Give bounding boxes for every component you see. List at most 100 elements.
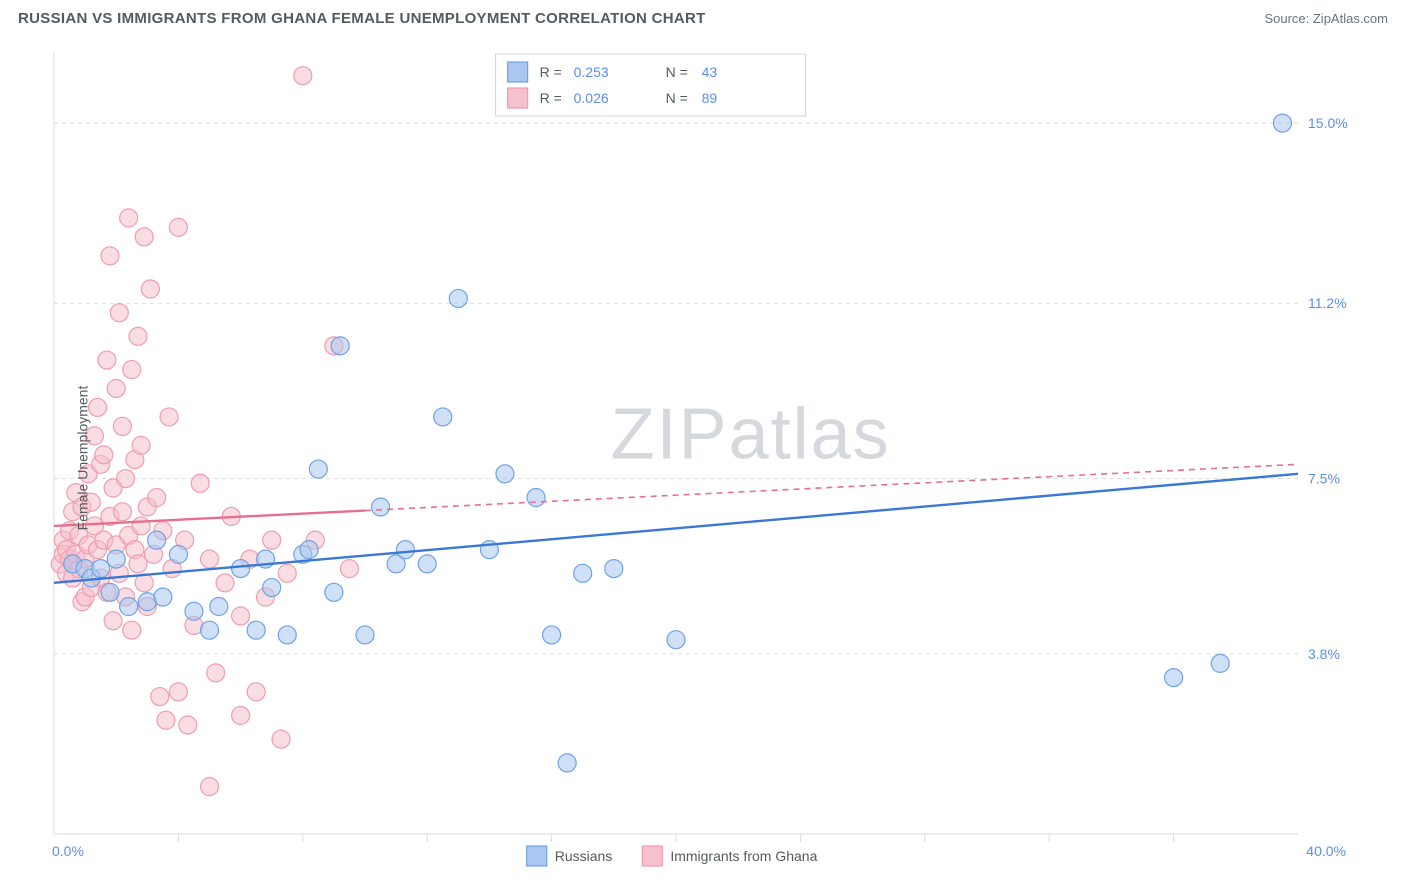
data-point — [129, 555, 147, 573]
chart-container: Female Unemployment 3.8% 7.5% 11.2% 15.0% 0.… — [18, 42, 1388, 874]
data-point — [101, 583, 119, 601]
trend-line — [54, 474, 1298, 583]
data-point — [278, 626, 296, 644]
data-point — [132, 517, 150, 535]
legend-swatch — [508, 88, 528, 108]
data-point — [120, 598, 138, 616]
source-link[interactable]: ZipAtlas.com — [1313, 11, 1388, 26]
data-point — [396, 541, 414, 559]
data-point — [543, 626, 561, 644]
data-point — [151, 688, 169, 706]
data-point — [129, 327, 147, 345]
data-point — [247, 621, 265, 639]
chart-source: Source: ZipAtlas.com — [1264, 11, 1388, 26]
data-point — [527, 489, 545, 507]
data-point — [325, 583, 343, 601]
data-point — [331, 337, 349, 355]
legend-r-value: 0.026 — [574, 90, 609, 106]
data-point — [107, 550, 125, 568]
y-tick-label: 7.5% — [1308, 471, 1340, 487]
data-point — [207, 664, 225, 682]
data-point — [232, 560, 250, 578]
data-point — [191, 474, 209, 492]
y-axis-label: Female Unemployment — [74, 386, 90, 531]
data-point — [169, 683, 187, 701]
data-point — [113, 417, 131, 435]
y-tick-label: 15.0% — [1308, 115, 1348, 131]
data-point — [496, 465, 514, 483]
data-point — [605, 560, 623, 578]
chart-header: RUSSIAN VS IMMIGRANTS FROM GHANA FEMALE … — [0, 0, 1406, 35]
data-point — [148, 531, 166, 549]
legend-n-value: 43 — [702, 64, 718, 80]
data-point — [263, 579, 281, 597]
data-point — [309, 460, 327, 478]
data-point — [113, 503, 131, 521]
data-point — [1165, 669, 1183, 687]
data-point — [169, 545, 187, 563]
data-point — [272, 730, 290, 748]
data-point — [340, 560, 358, 578]
data-point — [132, 436, 150, 454]
legend-r-value: 0.253 — [574, 64, 609, 80]
legend-series-label: Immigrants from Ghana — [670, 848, 817, 864]
data-point — [160, 408, 178, 426]
data-point — [123, 361, 141, 379]
legend-series-label: Russians — [555, 848, 613, 864]
data-point — [574, 564, 592, 582]
data-point — [154, 588, 172, 606]
data-point — [201, 550, 219, 568]
data-point — [110, 304, 128, 322]
legend-n-label: N = — [666, 90, 688, 106]
data-point — [449, 289, 467, 307]
legend-r-label: R = — [540, 90, 562, 106]
data-point — [232, 707, 250, 725]
data-point — [294, 67, 312, 85]
data-point — [135, 228, 153, 246]
chart-title: RUSSIAN VS IMMIGRANTS FROM GHANA FEMALE … — [18, 10, 706, 27]
data-point — [95, 446, 113, 464]
data-point — [107, 379, 125, 397]
data-point — [123, 621, 141, 639]
data-point — [300, 541, 318, 559]
source-label: Source: — [1264, 11, 1312, 26]
data-point — [558, 754, 576, 772]
data-point — [434, 408, 452, 426]
data-point — [372, 498, 390, 516]
data-point — [356, 626, 374, 644]
scatter-chart: 3.8%7.5%11.2%15.0%0.0%40.0%ZIPatlasR =0.… — [18, 42, 1370, 874]
data-point — [216, 574, 234, 592]
data-point — [418, 555, 436, 573]
x-max-label: 40.0% — [1306, 843, 1346, 859]
data-point — [263, 531, 281, 549]
y-tick-label: 3.8% — [1308, 646, 1340, 662]
data-point — [98, 351, 116, 369]
data-point — [89, 398, 107, 416]
legend-n-label: N = — [666, 64, 688, 80]
data-point — [104, 612, 122, 630]
legend-swatch — [642, 846, 662, 866]
data-point — [247, 683, 265, 701]
data-point — [157, 711, 175, 729]
data-point — [1211, 654, 1229, 672]
legend-swatch — [527, 846, 547, 866]
data-point — [201, 778, 219, 796]
data-point — [101, 247, 119, 265]
legend-n-value: 89 — [702, 90, 718, 106]
data-point — [667, 631, 685, 649]
data-point — [210, 598, 228, 616]
data-point — [232, 607, 250, 625]
data-point — [92, 560, 110, 578]
data-point — [179, 716, 197, 734]
y-tick-label: 11.2% — [1308, 295, 1347, 311]
data-point — [120, 209, 138, 227]
legend-swatch — [508, 62, 528, 82]
data-point — [1273, 114, 1291, 132]
data-point — [148, 489, 166, 507]
data-point — [185, 602, 203, 620]
data-point — [201, 621, 219, 639]
data-point — [278, 564, 296, 582]
data-point — [169, 218, 187, 236]
legend-r-label: R = — [540, 64, 562, 80]
data-point — [141, 280, 159, 298]
